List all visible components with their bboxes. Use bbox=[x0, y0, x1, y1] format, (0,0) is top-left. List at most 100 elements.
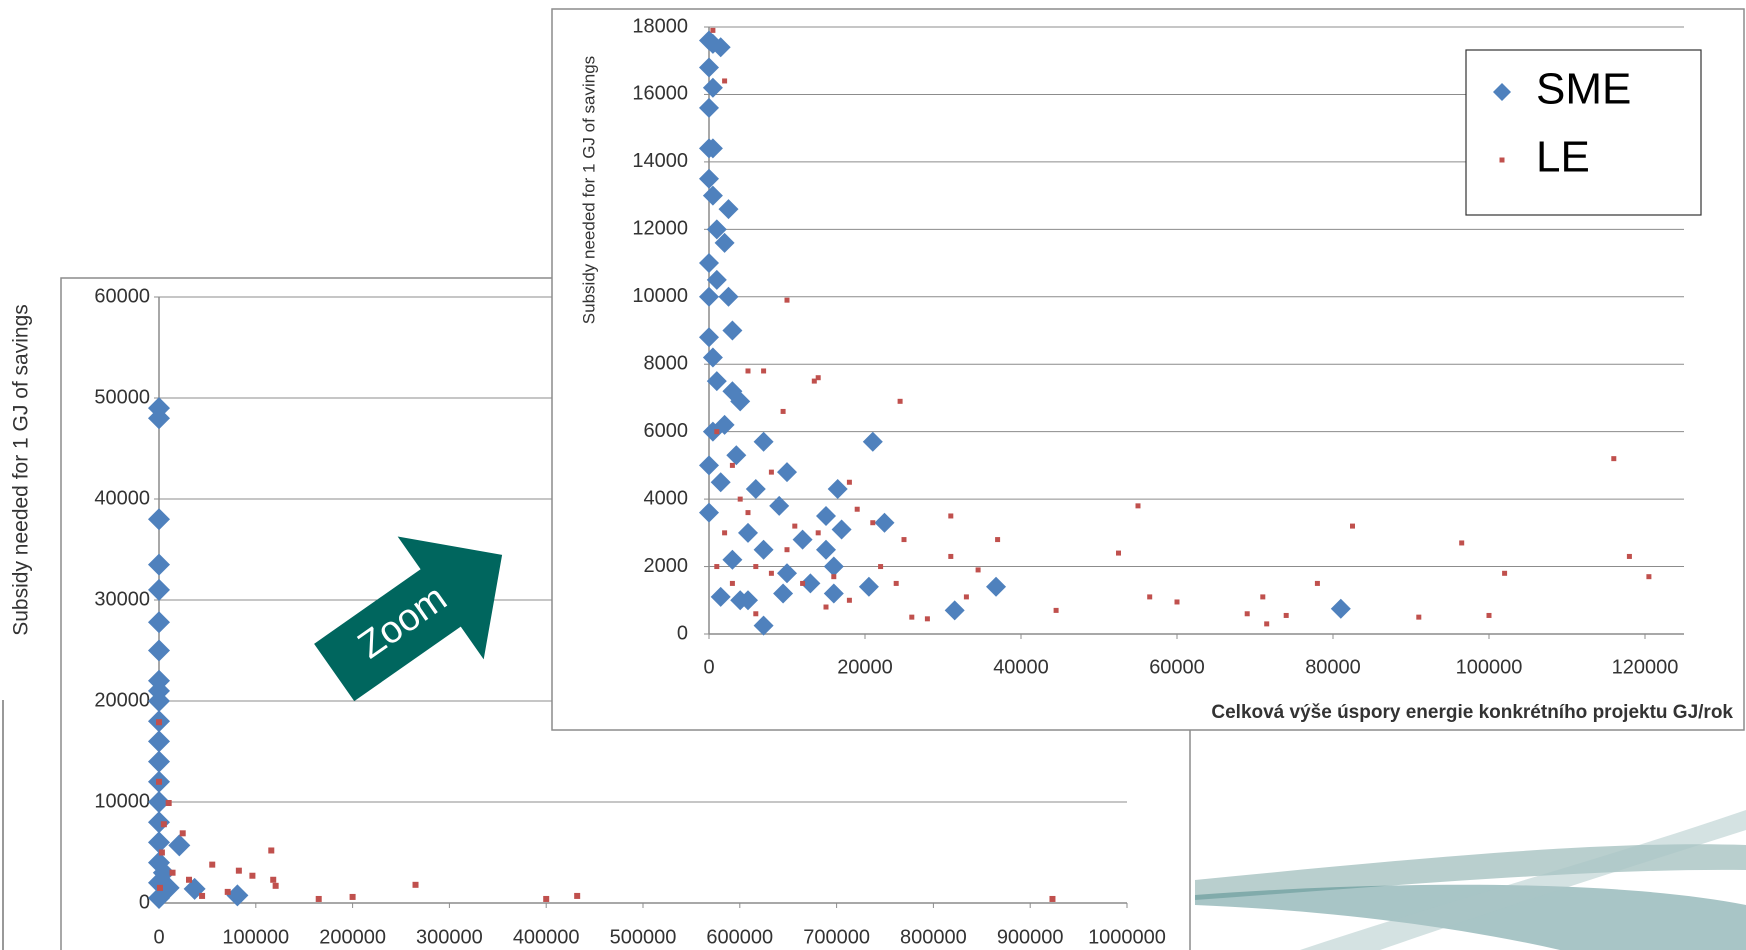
x-tick-label: 100000 bbox=[222, 926, 289, 948]
point bbox=[964, 594, 969, 599]
point bbox=[1175, 599, 1180, 604]
point bbox=[1315, 581, 1320, 586]
point bbox=[543, 896, 549, 902]
point bbox=[769, 571, 774, 576]
point bbox=[199, 893, 205, 899]
x-tick-label: 20000 bbox=[837, 656, 893, 678]
y-tick-label: 0 bbox=[139, 891, 150, 913]
y-tick-label: 8000 bbox=[644, 353, 689, 375]
point bbox=[753, 564, 758, 569]
y-tick-label: 6000 bbox=[644, 420, 689, 442]
y-tick-label: 2000 bbox=[644, 555, 689, 577]
point bbox=[746, 510, 751, 515]
point bbox=[413, 882, 419, 888]
x-tick-label: 400000 bbox=[513, 926, 580, 948]
point bbox=[209, 862, 215, 868]
x-tick-label: 0 bbox=[703, 656, 714, 678]
point bbox=[870, 520, 875, 525]
point bbox=[781, 409, 786, 414]
y-tick-label: 16000 bbox=[632, 83, 688, 105]
point bbox=[1646, 574, 1651, 579]
y-tick-label: 12000 bbox=[632, 218, 688, 240]
x-tick-label: 1000000 bbox=[1088, 926, 1166, 948]
point bbox=[746, 368, 751, 373]
x-tick-label: 120000 bbox=[1612, 656, 1679, 678]
point bbox=[785, 298, 790, 303]
point bbox=[186, 877, 192, 883]
point bbox=[800, 581, 805, 586]
point bbox=[225, 889, 231, 895]
x-tick-label: 600000 bbox=[706, 926, 773, 948]
point bbox=[316, 896, 322, 902]
point bbox=[847, 598, 852, 603]
point bbox=[273, 883, 279, 889]
point bbox=[157, 885, 163, 891]
point bbox=[1264, 621, 1269, 626]
point bbox=[824, 605, 829, 610]
point bbox=[1627, 554, 1632, 559]
point bbox=[722, 78, 727, 83]
x-tick-label: 300000 bbox=[416, 926, 483, 948]
point bbox=[761, 368, 766, 373]
slide: 0100002000030000400005000060000010000020… bbox=[0, 0, 1746, 950]
point bbox=[730, 463, 735, 468]
point bbox=[878, 564, 883, 569]
point bbox=[909, 615, 914, 620]
point bbox=[816, 375, 821, 380]
point bbox=[1260, 594, 1265, 599]
x-tick-label: 500000 bbox=[610, 926, 677, 948]
y-tick-label: 0 bbox=[677, 622, 688, 644]
point bbox=[574, 893, 580, 899]
y-tick-label: 30000 bbox=[94, 588, 150, 610]
x-tick-label: 700000 bbox=[803, 926, 870, 948]
point bbox=[1416, 615, 1421, 620]
point bbox=[925, 616, 930, 621]
point bbox=[995, 537, 1000, 542]
point bbox=[753, 611, 758, 616]
y-tick-label: 60000 bbox=[94, 285, 150, 307]
point bbox=[270, 877, 276, 883]
point bbox=[816, 530, 821, 535]
x-tick-label: 800000 bbox=[900, 926, 967, 948]
point bbox=[1245, 611, 1250, 616]
point bbox=[948, 554, 953, 559]
point bbox=[1284, 613, 1289, 618]
x-axis-label: Celková výše úspory energie konkrétního … bbox=[1211, 702, 1733, 723]
x-tick-label: 200000 bbox=[319, 926, 386, 948]
x-tick-label: 100000 bbox=[1456, 656, 1523, 678]
point bbox=[1487, 613, 1492, 618]
point bbox=[350, 894, 356, 900]
y-tick-label: 10000 bbox=[632, 285, 688, 307]
point bbox=[156, 779, 162, 785]
point bbox=[738, 497, 743, 502]
point bbox=[976, 567, 981, 572]
y-tick-label: 20000 bbox=[94, 689, 150, 711]
x-tick-label: 0 bbox=[153, 926, 164, 948]
point bbox=[730, 581, 735, 586]
point bbox=[714, 564, 719, 569]
y-tick-label: 4000 bbox=[644, 487, 689, 509]
point bbox=[180, 830, 186, 836]
point bbox=[769, 470, 774, 475]
legend-label: LE bbox=[1536, 133, 1590, 182]
point bbox=[831, 574, 836, 579]
legend-label: SME bbox=[1536, 65, 1631, 114]
point bbox=[722, 530, 727, 535]
y-axis-label: Subsidy needed for 1 GJ of savings bbox=[579, 56, 598, 324]
point bbox=[236, 868, 242, 874]
point bbox=[902, 537, 907, 542]
point bbox=[166, 800, 172, 806]
point bbox=[1116, 551, 1121, 556]
point bbox=[1459, 540, 1464, 545]
zoom-chart: 0200040006000800010000120001400016000180… bbox=[552, 9, 1744, 730]
point bbox=[1049, 896, 1055, 902]
point bbox=[249, 873, 255, 879]
point bbox=[714, 429, 719, 434]
point bbox=[898, 399, 903, 404]
point bbox=[785, 547, 790, 552]
legend-marker bbox=[1500, 158, 1505, 163]
x-tick-label: 40000 bbox=[993, 656, 1049, 678]
point bbox=[268, 847, 274, 853]
point bbox=[1147, 594, 1152, 599]
x-tick-label: 80000 bbox=[1305, 656, 1361, 678]
